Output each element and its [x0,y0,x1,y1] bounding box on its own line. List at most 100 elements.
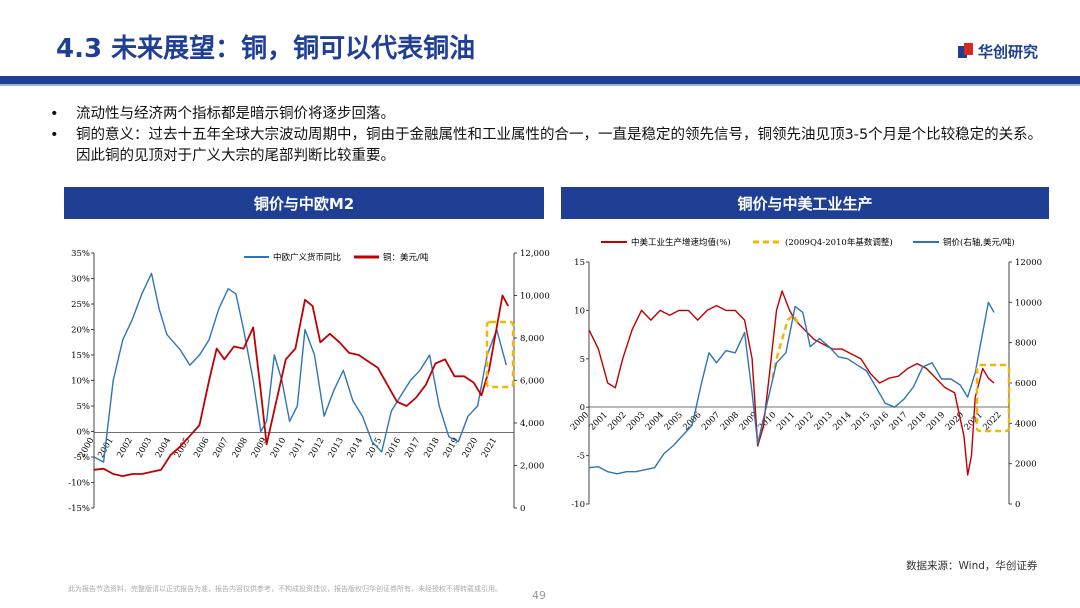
y-left-tick-label: -10 [571,500,585,510]
x-tick-label: 2011 [288,436,307,460]
y-right-tick-label: 0 [520,504,525,514]
disclaimer: 此为报告节选资料，完整版请以正式报告为准，报告内容仅供参考，不构成投资建议，报告… [68,585,502,593]
y-left-tick-label: 20% [71,326,90,336]
x-tick-label: 2013 [812,410,834,432]
x-tick-label: 2005 [173,436,192,460]
legend-label-m2: 中欧广义货币同比 [273,252,341,263]
page-title: 4.3 未来展望：铜，铜可以代表铜油 [56,34,476,64]
y-left-tick-label: 15 [574,258,585,268]
y-right-tick-label: 8,000 [520,334,544,344]
series-line-0 [93,272,507,463]
x-tick-label: 2016 [869,410,891,432]
y-right-tick-label: 10000 [1015,298,1042,308]
right-panel-title: 铜价与中美工业生产 [561,187,1049,219]
bullet-dot-icon: • [50,106,59,122]
x-tick-label: 2007 [211,436,230,460]
series-line-1 [771,313,801,379]
y-left-tick-label: 10 [574,306,585,316]
y-left-tick-label: 15% [71,351,90,361]
legend: 中欧广义货币同比 铜：美元/吨 [244,252,429,263]
x-tick-label: 2014 [346,436,365,460]
highlight-box [485,320,515,389]
y-left-tick-label: -15% [68,504,90,514]
x-tick-label: 2013 [326,436,345,460]
copper-ip-chart: 中美工业生产增速均值(%) (2009Q4-2010年基数调整) 铜价(右轴,美… [569,237,1042,510]
x-tick-label: 2010 [269,436,288,460]
title-divider [0,76,1080,84]
y-right-tick-label: 4000 [1015,419,1037,429]
y-right-tick-label: 6000 [1015,379,1037,389]
left-panel-title: 铜价与中欧M2 [64,187,544,219]
legend-label-adjust: (2009Q4-2010年基数调整) [785,237,893,248]
logo-text: 华创研究 [978,42,1039,61]
x-tick-label: 2006 [192,436,211,460]
x-tick-label: 2021 [480,436,499,460]
x-tick-label: 2003 [625,410,647,432]
legend-label-copper: 铜：美元/吨 [383,252,429,263]
series-line-2 [588,301,995,475]
bullet-item: • 铜的意义：过去十五年全球大宗波动周期中，铜由于金融属性和工业属性的合一，一直是… [50,125,1050,167]
x-tick-label: 2014 [831,410,853,432]
highlight-box [975,363,1011,433]
y-right-tick-label: 8000 [1015,339,1037,349]
y-right-tick-label: 12000 [1015,258,1042,268]
x-tick-label: 2004 [644,410,666,432]
page-number: 49 [532,589,546,602]
y-left-tick-label: -5% [74,453,90,463]
title-divider-thin [0,84,1080,86]
y-left-tick-label: 25% [71,300,90,310]
y-left-tick-label: 0% [77,428,91,438]
x-tick-label: 2022 [981,410,1003,432]
y-right-tick-label: 2,000 [520,462,544,472]
y-right-tick-label: 10,000 [520,292,550,302]
x-tick-label: 2008 [719,410,741,432]
x-tick-label: 2019 [442,436,461,460]
x-tick-label: 2007 [700,410,722,432]
y-left-tick-label: -5 [577,452,585,462]
y-left-tick-label: 30% [71,275,90,285]
y-left-tick-label: 0 [580,403,585,413]
x-tick-label: 2015 [365,436,384,460]
y-left-tick-label: 35% [71,249,90,259]
y-right-tick-label: 12,000 [520,249,550,259]
x-tick-label: 2018 [422,436,441,460]
x-tick-label: 2012 [307,436,326,460]
y-right-tick-label: 0 [1015,500,1020,510]
x-tick-label: 2005 [662,410,684,432]
x-tick-label: 2017 [887,410,909,432]
x-tick-label: 2011 [775,410,797,432]
brand-logo: 华创研究 [958,40,1038,62]
x-tick-label: 2001 [587,410,609,432]
x-tick-label: 2017 [403,436,422,460]
copper-m2-chart: 中欧广义货币同比 铜：美元/吨 -15% -10% -5% 0% 5% 10% 15% 20%… [68,249,550,514]
x-tick-label: 2016 [384,436,403,460]
x-tick-label: 2010 [756,410,778,432]
bullet-item: • 流动性与经济两个指标都是暗示铜价将逐步回落。 [50,104,1050,125]
x-tick-label: 2018 [906,410,928,432]
x-tick-label: 2002 [115,436,134,460]
logo-mark-icon [958,43,974,59]
bullet-text: 铜的意义：过去十五年全球大宗波动周期中，铜由于金融属性和工业属性的合一，一直是稳… [76,127,1043,164]
bullet-list: • 流动性与经济两个指标都是暗示铜价将逐步回落。 • 铜的意义：过去十五年全球大宗波… [50,104,1050,167]
y-right-tick-label: 6,000 [520,377,544,387]
y-left-tick-label: 5% [77,402,91,412]
x-tick-label: 2019 [925,410,947,432]
y-left-tick-label: 5 [580,355,585,365]
x-tick-label: 2008 [231,436,250,460]
x-tick-label: 2012 [794,410,816,432]
x-tick-label: 2002 [606,410,628,432]
y-left-tick-label: -10% [68,479,90,489]
x-tick-label: 2020 [461,436,480,460]
y-left-tick-label: 10% [71,377,90,387]
x-tick-label: 2003 [135,436,154,460]
x-tick-label: 2015 [850,410,872,432]
bullet-text: 流动性与经济两个指标都是暗示铜价将逐步回落。 [76,106,395,122]
legend-label-copper: 铜价(右轴,美元/吨) [943,237,1015,248]
data-source: 数据来源：Wind，华创证券 [906,560,1038,572]
series-line-1 [93,294,509,478]
x-tick-label: 2000 [569,410,591,432]
series-line-0 [588,290,995,476]
legend: 中美工业生产增速均值(%) (2009Q4-2010年基数调整) 铜价(右轴,美… [601,237,1015,248]
bullet-dot-icon: • [50,127,59,143]
y-right-tick-label: 2000 [1015,460,1037,470]
